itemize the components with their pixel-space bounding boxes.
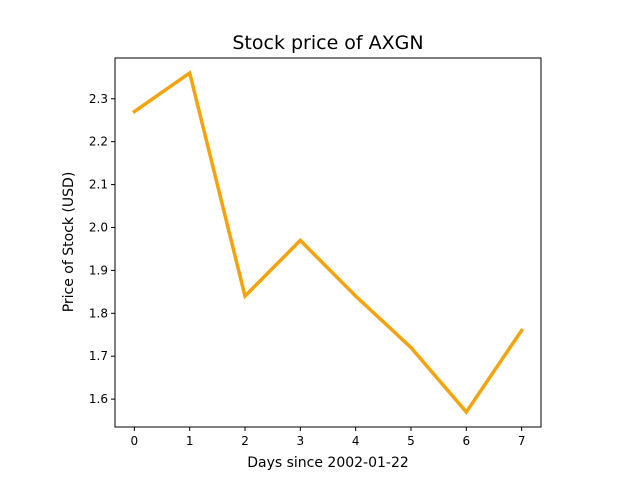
y-tick-label: 2.3	[89, 92, 108, 106]
x-tick-label: 5	[407, 434, 415, 448]
data-point	[354, 294, 358, 298]
data-point	[409, 346, 413, 350]
x-tick-label: 7	[518, 434, 526, 448]
chart-title: Stock price of AXGN	[232, 32, 423, 54]
series-layer	[131, 70, 525, 415]
series-line	[131, 70, 525, 415]
data-point	[298, 238, 302, 242]
y-tick-label: 2.0	[89, 220, 108, 234]
x-tick-label: 6	[462, 434, 470, 448]
y-tick-label: 2.2	[89, 135, 108, 149]
y-tick-label: 1.7	[89, 349, 108, 363]
data-point	[132, 110, 136, 114]
y-tick-label: 1.8	[89, 306, 108, 320]
data-point	[464, 410, 468, 414]
data-point	[520, 328, 524, 332]
ticks-layer: 0 1 2 3 4 5 6 7 1.6 1.7 1.8 1.9 2.0 2.1 2.2 2.3	[89, 92, 526, 448]
y-tick-label: 2.1	[89, 178, 108, 192]
x-tick-label: 2	[241, 434, 249, 448]
x-tick-label: 1	[186, 434, 194, 448]
x-tick-label: 3	[297, 434, 305, 448]
data-point	[243, 294, 247, 298]
x-axis-label: Days since 2002-01-22	[247, 455, 409, 471]
x-tick-label: 4	[352, 434, 360, 448]
y-tick-label: 1.6	[89, 392, 108, 406]
y-tick-label: 1.9	[89, 263, 108, 277]
plot-frame	[114, 57, 542, 428]
x-tick-label: 0	[131, 434, 139, 448]
y-axis-label: Price of Stock (USD)	[61, 172, 77, 313]
data-point	[188, 71, 192, 75]
